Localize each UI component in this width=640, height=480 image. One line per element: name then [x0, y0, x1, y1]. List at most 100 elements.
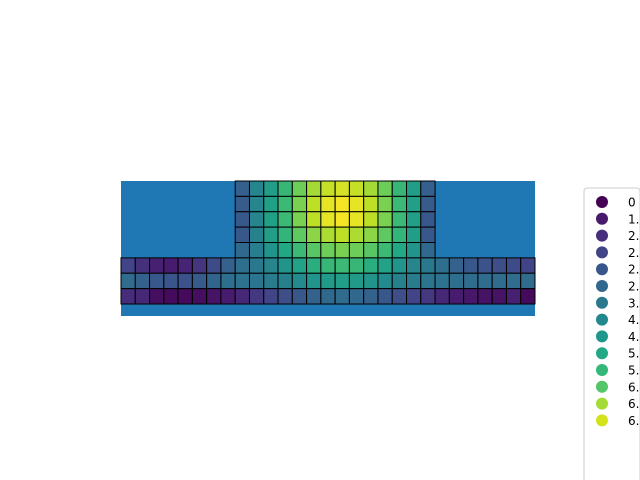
heatmap-cell: [407, 227, 421, 242]
heatmap-cell: [335, 273, 349, 288]
heatmap-cell: [135, 258, 149, 273]
heatmap-cell: [364, 289, 378, 304]
heatmap-cell: [378, 196, 392, 211]
heatmap-cell: [364, 227, 378, 242]
heatmap-cell: [492, 258, 506, 273]
heatmap-cell: [378, 258, 392, 273]
heatmap-cell: [321, 212, 335, 227]
legend-marker: [596, 213, 608, 225]
heatmap-cell: [321, 243, 335, 258]
heatmap-cell: [307, 181, 321, 196]
heatmap-cell: [264, 258, 278, 273]
heatmap-cell: [335, 289, 349, 304]
heatmap-cell: [421, 196, 435, 211]
heatmap-cell: [292, 289, 306, 304]
heatmap-cell: [135, 273, 149, 288]
heatmap-cell: [292, 258, 306, 273]
heatmap-cell: [278, 212, 292, 227]
heatmap-cell: [407, 196, 421, 211]
heatmap-cell: [164, 273, 178, 288]
heatmap-cell: [192, 273, 206, 288]
heatmap-cell: [492, 273, 506, 288]
heatmap-cell: [235, 227, 249, 242]
heatmap-cell: [506, 258, 520, 273]
heatmap-cell: [235, 181, 249, 196]
heatmap-cell: [407, 258, 421, 273]
legend-label: 0: [628, 196, 636, 210]
heatmap-cell: [207, 258, 221, 273]
heatmap-cell: [364, 181, 378, 196]
heatmap-cell: [392, 258, 406, 273]
heatmap-cell: [335, 243, 349, 258]
legend-marker: [596, 347, 608, 359]
heatmap-cell: [235, 289, 249, 304]
heatmap-cell: [264, 243, 278, 258]
legend-marker: [596, 330, 608, 342]
heatmap-cell: [435, 258, 449, 273]
heatmap-cell: [378, 227, 392, 242]
legend-label: 4.: [628, 330, 639, 344]
heatmap-cell: [421, 273, 435, 288]
heatmap-cell: [378, 289, 392, 304]
heatmap-cell: [264, 212, 278, 227]
heatmap-cell: [249, 289, 263, 304]
legend-marker: [596, 297, 608, 309]
heatmap-cell: [407, 273, 421, 288]
heatmap-cell: [207, 289, 221, 304]
heatmap-cell: [307, 196, 321, 211]
heatmap-cell: [321, 273, 335, 288]
heatmap-cell: [292, 273, 306, 288]
heatmap-cell: [421, 243, 435, 258]
heatmap-cell: [349, 181, 363, 196]
heatmap-cell: [249, 243, 263, 258]
heatmap-cell: [364, 212, 378, 227]
heatmap-cell: [150, 273, 164, 288]
heatmap-cell: [506, 289, 520, 304]
heatmap-cell: [307, 227, 321, 242]
heatmap-cell: [407, 212, 421, 227]
heatmap-cell: [307, 289, 321, 304]
heatmap-cell: [121, 273, 135, 288]
heatmap-cell: [307, 243, 321, 258]
heatmap-cell: [307, 212, 321, 227]
heatmap-cell: [449, 273, 463, 288]
legend-label: 3.: [628, 296, 639, 310]
heatmap-cell: [164, 289, 178, 304]
heatmap-cell: [335, 196, 349, 211]
heatmap-cell: [392, 181, 406, 196]
legend-label: 1.: [628, 212, 639, 226]
heatmap-cell: [307, 258, 321, 273]
heatmap-cell: [278, 196, 292, 211]
heatmap-cell: [392, 227, 406, 242]
legend-label: 6.: [628, 414, 639, 428]
heatmap-cell: [521, 289, 535, 304]
heatmap-cell: [235, 273, 249, 288]
heatmap-cell: [364, 243, 378, 258]
legend-label: 5.: [628, 347, 639, 361]
heatmap-cell: [321, 227, 335, 242]
legend-label: 2.: [628, 229, 639, 243]
heatmap-cell: [378, 243, 392, 258]
heatmap-cell: [392, 289, 406, 304]
heatmap-cell: [264, 227, 278, 242]
heatmap-cell: [278, 227, 292, 242]
heatmap-cell: [349, 289, 363, 304]
legend-marker: [596, 414, 608, 426]
heatmap-cell: [221, 258, 235, 273]
legend-label: 6.: [628, 397, 639, 411]
heatmap-cell: [349, 212, 363, 227]
heatmap-cell: [292, 196, 306, 211]
heatmap-cell: [121, 289, 135, 304]
heatmap-cell: [478, 289, 492, 304]
heatmap-cell: [449, 289, 463, 304]
heatmap-cell: [364, 273, 378, 288]
legend-label: 4.: [628, 313, 639, 327]
heatmap-cell: [121, 258, 135, 273]
legend-label: 2.: [628, 246, 639, 260]
heatmap-cell: [321, 181, 335, 196]
heatmap-cell: [407, 289, 421, 304]
heatmap-cell: [278, 243, 292, 258]
heatmap-cell: [264, 273, 278, 288]
heatmap-cell: [235, 258, 249, 273]
heatmap-cell: [421, 289, 435, 304]
